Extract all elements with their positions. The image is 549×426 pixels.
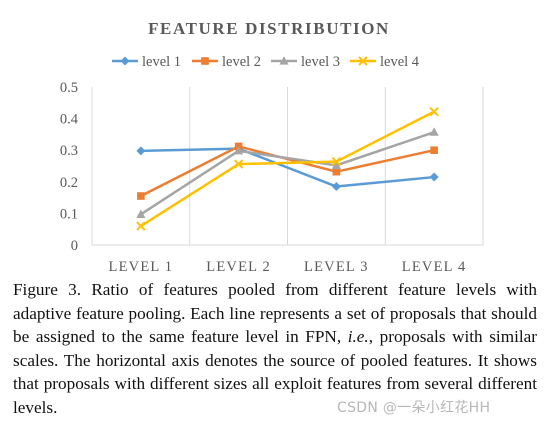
- series-4-line: [140, 110, 435, 228]
- legend-label-3: level 3: [301, 54, 340, 70]
- series-3-point-1: [136, 209, 146, 218]
- series-4-point-2-stroke-b: [233, 159, 244, 169]
- y-tick-label-1: 0.1: [60, 206, 78, 222]
- series-3-point-2: [234, 146, 244, 155]
- legend-item-2: level 2: [192, 54, 261, 70]
- y-tick-label-4: 0.4: [60, 112, 79, 128]
- legend-item-1: level 1: [112, 54, 181, 70]
- series-4-point-4-stroke-b: [429, 106, 439, 117]
- series-1-point-1: [136, 146, 146, 156]
- series-4-point-1-stroke-b: [136, 221, 146, 231]
- series-4-point-2: [233, 159, 244, 169]
- x-tick-label-1: LEVEL 2: [206, 259, 271, 275]
- chart-gridlines: [91, 87, 484, 245]
- chart-title: FEATURE DISTRIBUTION: [148, 19, 390, 38]
- y-axis: 0 0.1 0.2 0.3 0.4 0.5: [60, 80, 79, 254]
- series-4-point-4: [429, 106, 439, 117]
- series-4-point-3: [331, 156, 342, 167]
- legend-label-2: level 2: [222, 54, 261, 70]
- legend-swatch-marker-3: [279, 56, 289, 65]
- series-4-point-3-stroke-b: [331, 156, 342, 167]
- feature-distribution-chart: FEATURE DISTRIBUTION level 1 level 2 level…: [60, 19, 484, 275]
- legend-swatch-marker-4: [358, 56, 368, 66]
- series-2-point-3: [332, 167, 341, 176]
- x-tick-label-3: LEVEL 4: [402, 259, 467, 275]
- figure-caption: Figure 3. Ratio of features pooled from …: [13, 278, 537, 419]
- y-tick-label-0: 0: [71, 238, 78, 254]
- series-2-point-1: [137, 192, 145, 200]
- series-3-point-3: [331, 160, 341, 169]
- y-tick-label-3: 0.3: [60, 143, 78, 159]
- x-axis: LEVEL 1 LEVEL 2 LEVEL 3 LEVEL 4: [92, 244, 483, 275]
- y-tick-label-2: 0.2: [60, 175, 78, 191]
- series-3-point-4: [429, 127, 439, 136]
- chart-legend: level 1 level 2 level 3 level 4: [112, 54, 420, 70]
- series-4: [136, 106, 439, 231]
- series-4-point-1: [136, 221, 146, 231]
- caption-suffix: , proposals with similar scales. The hor…: [13, 327, 537, 417]
- legend-item-3: level 3: [271, 54, 340, 70]
- caption-prefix: Figure 3. Ratio of features pooled from …: [13, 280, 537, 346]
- legend-label-1: level 1: [142, 54, 181, 70]
- watermark: CSDN @一朵小红花HH: [337, 400, 491, 416]
- series-1-point-4: [429, 172, 439, 182]
- series-1-line: [140, 147, 435, 188]
- x-tick-label-2: LEVEL 3: [304, 259, 369, 275]
- legend-swatch-marker-4-stroke-b: [358, 56, 368, 66]
- legend-item-4: level 4: [350, 54, 420, 70]
- caption-ie: i.e.: [347, 327, 369, 346]
- legend-swatch-marker-1: [120, 56, 130, 66]
- plot-area: [136, 106, 439, 231]
- series-1-point-3: [331, 182, 341, 192]
- series-2-point-4: [430, 146, 438, 154]
- legend-label-4: level 4: [380, 54, 420, 70]
- series-3: [136, 127, 439, 218]
- x-tick-label-0: LEVEL 1: [109, 259, 174, 275]
- legend-swatch-marker-2: [201, 57, 209, 65]
- y-tick-label-5: 0.5: [60, 80, 78, 96]
- series-3-line: [140, 131, 435, 216]
